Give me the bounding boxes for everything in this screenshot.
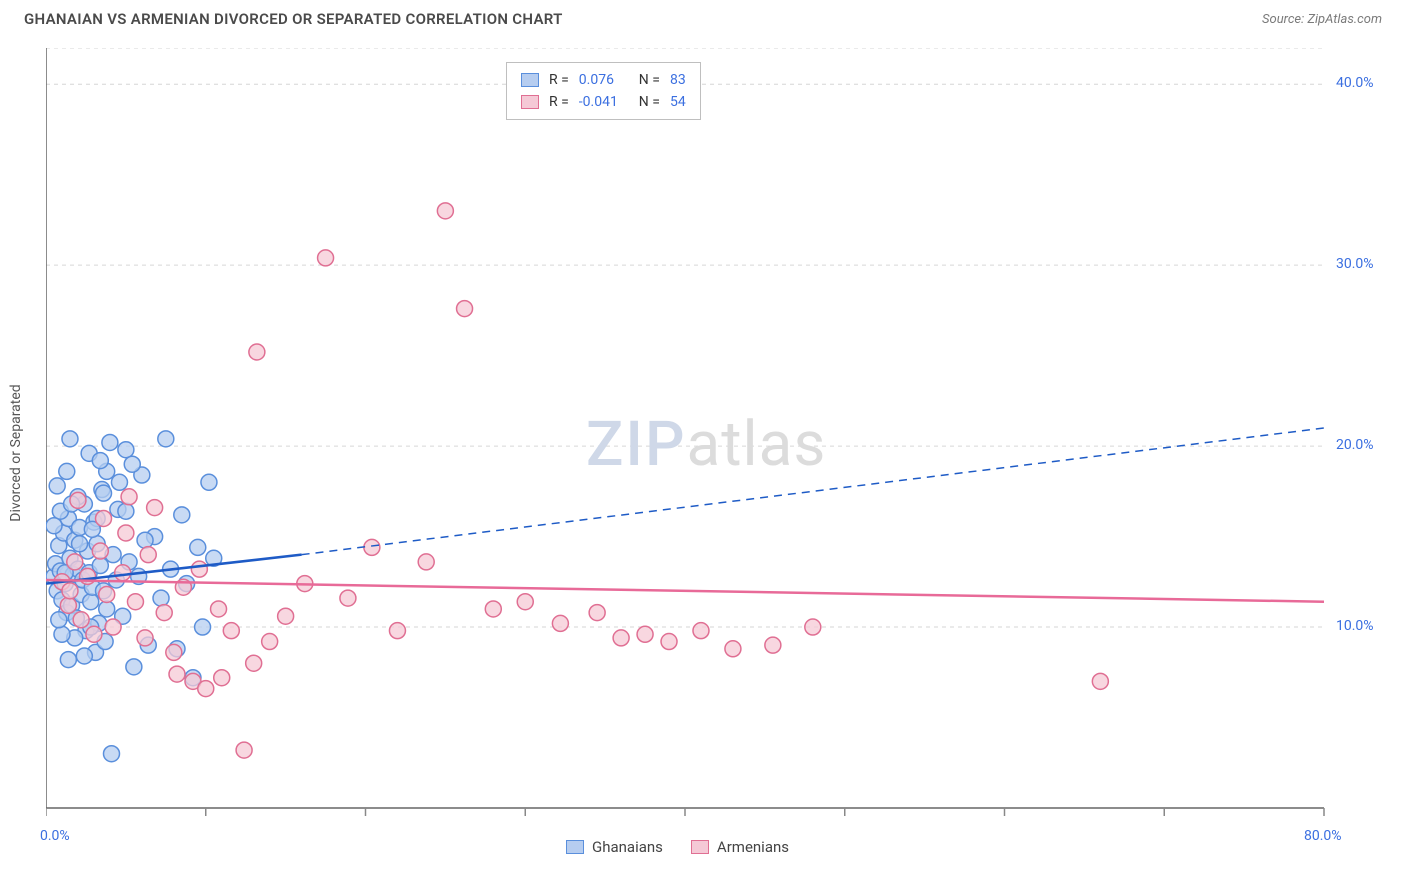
r-value: -0.041 — [579, 94, 629, 110]
y-tick-label: 10.0% — [1336, 618, 1374, 634]
chart-area: Divorced or Separated ZIPatlas R =0.076N… — [46, 48, 1386, 858]
series-legend-item: Ghanaians — [566, 838, 663, 856]
legend-swatch — [691, 840, 709, 854]
r-label: R = — [549, 72, 569, 88]
n-label: N = — [639, 72, 660, 88]
series-name: Ghanaians — [592, 838, 663, 856]
legend-swatch — [521, 73, 539, 87]
r-label: R = — [549, 94, 569, 110]
source-label: Source: — [1262, 12, 1304, 27]
x-tick-label: 80.0% — [1304, 828, 1342, 844]
y-axis-label: Divorced or Separated — [8, 384, 24, 521]
source-value: ZipAtlas.com — [1307, 12, 1382, 27]
series-name: Armenians — [717, 838, 789, 856]
series-legend: Ghanaians Armenians — [566, 838, 789, 856]
y-tick-label: 40.0% — [1336, 75, 1374, 91]
legend-swatch — [566, 840, 584, 854]
source-attribution: Source: ZipAtlas.com — [1262, 12, 1382, 27]
y-tick-label: 20.0% — [1336, 437, 1374, 453]
stats-legend-row: R = -0.041 N = 54 — [521, 91, 686, 113]
stats-legend-row: R = 0.076 N = 83 — [521, 69, 686, 91]
x-tick-label: 0.0% — [40, 828, 70, 844]
r-value: 0.076 — [579, 72, 629, 88]
n-value: 54 — [670, 94, 686, 110]
legend-swatch — [521, 95, 539, 109]
y-tick-label: 30.0% — [1336, 256, 1374, 272]
stats-legend: R = 0.076 N = 83 R = -0.041 N = 54 — [506, 62, 701, 120]
scatter-plot-svg — [46, 48, 1384, 852]
n-value: 83 — [670, 72, 686, 88]
chart-title: GHANAIAN VS ARMENIAN DIVORCED OR SEPARAT… — [24, 10, 563, 28]
series-legend-item: Armenians — [691, 838, 789, 856]
n-label: N = — [639, 94, 660, 110]
